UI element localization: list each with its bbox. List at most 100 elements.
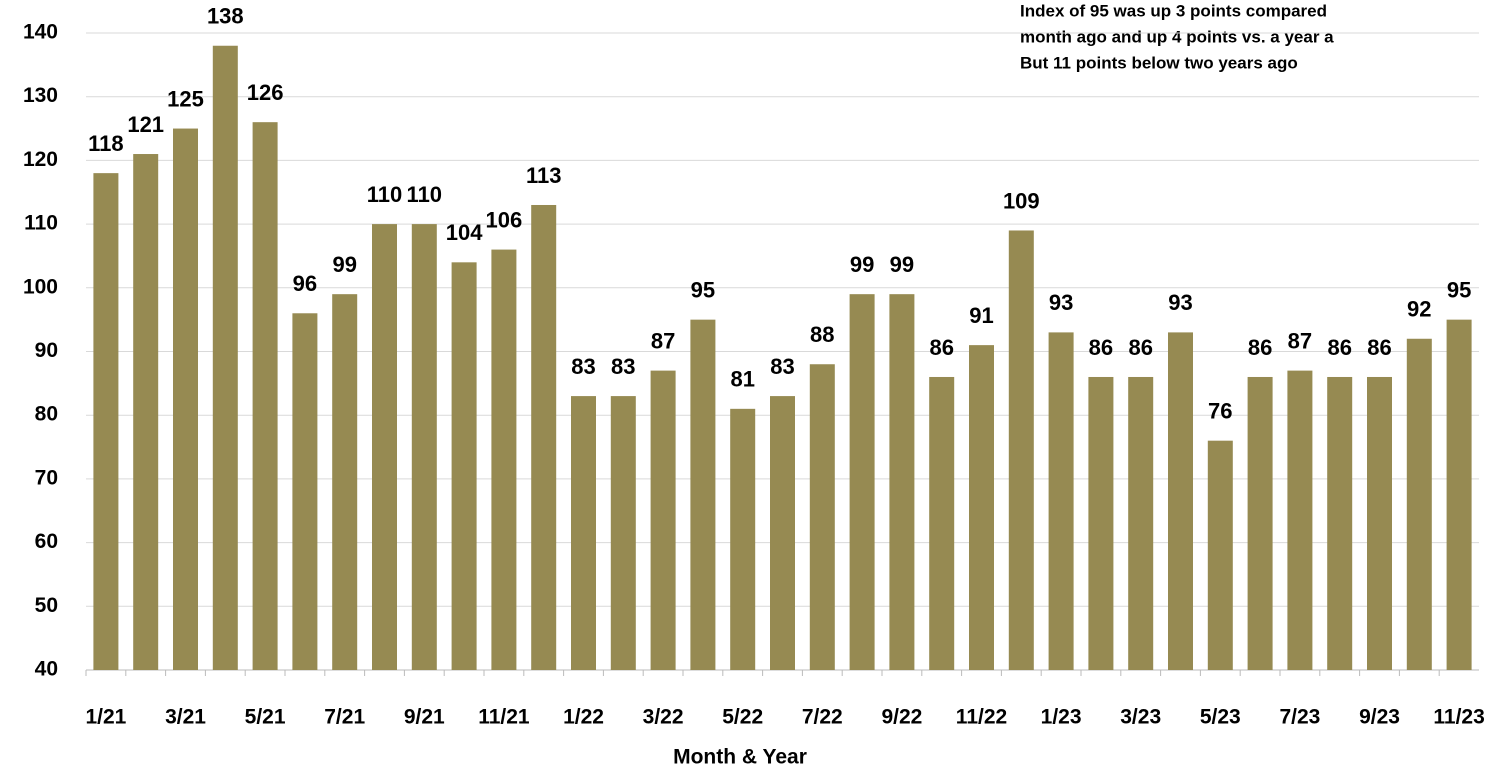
value-label: 86 [1089, 335, 1113, 360]
x-tick-label: 1/23 [1041, 706, 1082, 729]
value-label: 86 [1367, 335, 1391, 360]
x-tick-label: 3/21 [165, 706, 206, 729]
value-label: 99 [850, 252, 874, 277]
bar [651, 371, 676, 670]
bar [173, 129, 198, 670]
bar [452, 262, 477, 670]
value-label: 83 [770, 354, 794, 379]
y-tick-label: 120 [23, 148, 58, 171]
bar [1407, 339, 1432, 670]
value-label: 126 [247, 80, 284, 105]
x-tick-label: 5/21 [245, 706, 286, 729]
y-tick-label: 140 [23, 21, 58, 44]
bar [213, 46, 238, 670]
bar [1208, 441, 1233, 670]
x-tick-label: 7/22 [802, 706, 843, 729]
y-tick-label: 70 [35, 466, 58, 489]
chart: Month & Year Index of 95 was up 3 points… [0, 0, 1503, 773]
y-tick-label: 50 [35, 594, 58, 617]
y-tick-label: 80 [35, 403, 58, 426]
bar [571, 396, 596, 670]
x-tick-label: 9/22 [881, 706, 922, 729]
value-label: 81 [730, 367, 754, 392]
y-tick-label: 100 [23, 275, 58, 298]
bar [292, 313, 317, 670]
y-tick-label: 90 [35, 339, 58, 362]
bar [531, 205, 556, 670]
value-label: 95 [1447, 277, 1471, 302]
value-label: 91 [969, 303, 993, 328]
bar [253, 122, 278, 670]
y-tick-label: 40 [35, 658, 58, 681]
x-tick-label: 3/23 [1120, 706, 1161, 729]
value-label: 110 [367, 182, 403, 207]
bar [1327, 377, 1352, 670]
x-tick-label: 7/21 [324, 706, 365, 729]
x-tick-label: 7/23 [1279, 706, 1320, 729]
value-label: 110 [407, 182, 443, 207]
value-label: 113 [526, 163, 562, 188]
x-tick-label: 9/21 [404, 706, 445, 729]
bar [412, 224, 437, 670]
bar [1088, 377, 1113, 670]
x-tick-label: 1/22 [563, 706, 604, 729]
bar [1447, 320, 1472, 670]
bar [133, 154, 158, 670]
bar [929, 377, 954, 670]
annotation: Index of 95 was up 3 points compared [1020, 1, 1327, 20]
value-label: 93 [1168, 290, 1192, 315]
bar [1367, 377, 1392, 670]
bar [690, 320, 715, 670]
bar [332, 294, 357, 670]
x-tick-label: 11/22 [956, 706, 1007, 729]
value-label: 86 [1327, 335, 1351, 360]
bar [491, 250, 516, 670]
value-label: 138 [207, 4, 244, 29]
bar [1009, 230, 1034, 670]
value-label: 92 [1407, 297, 1431, 322]
value-label: 95 [691, 277, 715, 302]
value-label: 121 [127, 112, 164, 137]
value-label: 99 [890, 252, 914, 277]
x-axis-title: Month & Year [673, 746, 807, 769]
value-label: 86 [1128, 335, 1152, 360]
value-label: 86 [1248, 335, 1272, 360]
bar [1248, 377, 1273, 670]
value-label: 87 [1288, 328, 1312, 353]
value-label: 104 [446, 220, 483, 245]
bar [93, 173, 118, 670]
bar [611, 396, 636, 670]
value-label: 96 [293, 271, 317, 296]
bar [770, 396, 795, 670]
bar [850, 294, 875, 670]
value-label: 83 [611, 354, 635, 379]
value-label: 86 [929, 335, 953, 360]
y-tick-label: 110 [24, 212, 58, 235]
value-label: 83 [571, 354, 595, 379]
annotation: month ago and up 4 points vs. a year a [1020, 27, 1334, 46]
x-tick-label: 5/22 [722, 706, 763, 729]
value-label: 106 [486, 207, 523, 232]
value-label: 76 [1208, 398, 1232, 423]
bar [1128, 377, 1153, 670]
value-label: 109 [1003, 188, 1040, 213]
x-tick-label: 11/23 [1433, 706, 1484, 729]
bar [730, 409, 755, 670]
page: {"chart_data": {"type": "bar", "annotati… [0, 0, 1503, 773]
value-label: 118 [88, 131, 124, 156]
y-tick-label: 60 [35, 530, 58, 553]
x-tick-label: 9/23 [1359, 706, 1400, 729]
value-label: 87 [651, 328, 675, 353]
value-label: 88 [810, 322, 834, 347]
bar [1168, 332, 1193, 670]
bar [372, 224, 397, 670]
bar [889, 294, 914, 670]
x-tick-label: 1/21 [85, 706, 126, 729]
bar [810, 364, 835, 670]
x-tick-label: 11/21 [478, 706, 530, 729]
value-label: 99 [332, 252, 356, 277]
value-label: 93 [1049, 290, 1073, 315]
bar [1287, 371, 1312, 670]
x-tick-label: 3/22 [643, 706, 684, 729]
y-tick-label: 130 [23, 84, 58, 107]
